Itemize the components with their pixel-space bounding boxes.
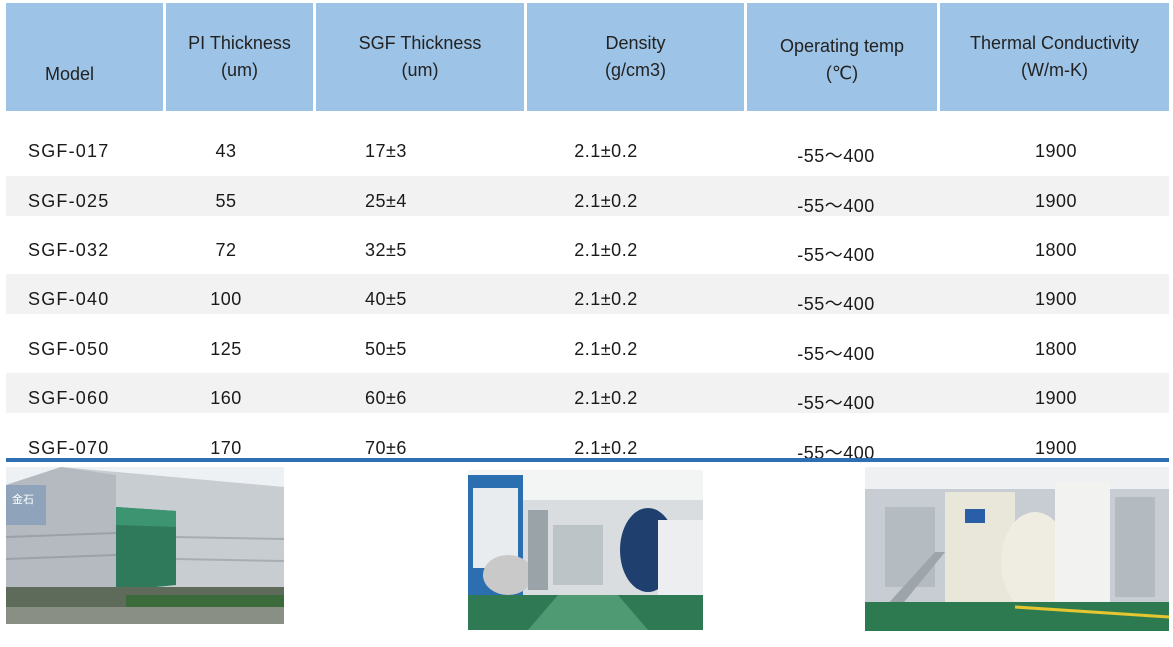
table-row: SGF-017 43 17±3 2.1±0.2 -55～400 1900 xyxy=(6,126,1169,166)
cell-sgf-thickness: 70±6 xyxy=(365,438,407,458)
cell-density: 2.1±0.2 xyxy=(574,388,638,408)
cell-pi-thickness: 170 xyxy=(210,438,242,458)
table-row: SGF-050 125 50±5 2.1±0.2 -55～400 1800 xyxy=(6,324,1169,364)
header-sgf-thickness: SGF Thickness (um) xyxy=(316,3,524,111)
factory-building-photo: 金石 xyxy=(6,467,284,624)
cell-pi-thickness: 125 xyxy=(210,339,242,359)
cell-model: SGF-040 xyxy=(28,289,110,309)
table-row: SGF-070 170 70±6 2.1±0.2 -55～400 1900 xyxy=(6,423,1169,463)
header-sgf-thickness-label: SGF Thickness xyxy=(358,33,482,53)
header-model-label: Model xyxy=(45,63,95,84)
cell-sgf-thickness: 17±3 xyxy=(365,141,407,161)
cell-thermal-conductivity: 1900 xyxy=(1034,388,1078,408)
cell-sgf-thickness: 32±5 xyxy=(365,240,407,260)
header-pi-thickness-unit: (um) xyxy=(221,60,258,80)
header-density: Density (g/cm3) xyxy=(527,3,744,111)
cell-thermal-conductivity: 1900 xyxy=(1034,289,1078,309)
cell-model: SGF-060 xyxy=(28,388,110,408)
cell-thermal-conductivity: 1900 xyxy=(1034,438,1078,458)
cell-pi-thickness: 160 xyxy=(210,388,242,408)
cell-model: SGF-017 xyxy=(28,141,110,161)
cell-operating-temp: -55～400 xyxy=(797,294,875,314)
cell-sgf-thickness: 40±5 xyxy=(365,289,407,309)
cell-operating-temp: -55～400 xyxy=(797,245,875,265)
workshop-interior-photo xyxy=(468,470,703,630)
cell-sgf-thickness: 60±6 xyxy=(365,388,407,408)
header-density-unit: (g/cm3) xyxy=(604,60,666,80)
cell-density: 2.1±0.2 xyxy=(574,438,638,458)
cell-density: 2.1±0.2 xyxy=(574,191,638,211)
header-pi-thickness-label: PI Thickness xyxy=(188,33,291,53)
table-row: SGF-040 100 40±5 2.1±0.2 -55～400 1900 xyxy=(6,274,1169,314)
cell-operating-temp: -55～400 xyxy=(797,196,875,216)
header-thermal-conductivity-unit: (W/m-K) xyxy=(1021,60,1088,80)
cell-operating-temp: -55～400 xyxy=(797,344,875,364)
furnace-room-photo xyxy=(865,467,1169,631)
cell-pi-thickness: 72 xyxy=(215,240,237,260)
header-operating-temp: Operating temp (℃) xyxy=(747,3,937,111)
cell-density: 2.1±0.2 xyxy=(574,141,638,161)
header-model: Model xyxy=(6,3,163,111)
header-thermal-conductivity-label: Thermal Conductivity xyxy=(969,33,1140,53)
header-density-label: Density xyxy=(605,33,666,53)
cell-density: 2.1±0.2 xyxy=(574,339,638,359)
cell-sgf-thickness: 50±5 xyxy=(365,339,407,359)
cell-pi-thickness: 43 xyxy=(215,141,237,161)
cell-thermal-conductivity: 1800 xyxy=(1034,240,1078,260)
cell-thermal-conductivity: 1900 xyxy=(1034,191,1078,211)
header-operating-temp-label: Operating temp xyxy=(779,36,905,56)
header-pi-thickness: PI Thickness (um) xyxy=(166,3,313,111)
header-thermal-conductivity: Thermal Conductivity (W/m-K) xyxy=(940,3,1169,111)
cell-model: SGF-032 xyxy=(28,240,110,260)
cell-operating-temp: -55～400 xyxy=(797,146,875,166)
cell-thermal-conductivity: 1900 xyxy=(1034,141,1078,161)
cell-pi-thickness: 100 xyxy=(210,289,242,309)
cell-thermal-conductivity: 1800 xyxy=(1034,339,1078,359)
table-row: SGF-060 160 60±6 2.1±0.2 -55～400 1900 xyxy=(6,373,1169,413)
table-row: SGF-032 72 32±5 2.1±0.2 -55～400 1800 xyxy=(6,225,1169,265)
cell-density: 2.1±0.2 xyxy=(574,289,638,309)
cell-pi-thickness: 55 xyxy=(215,191,237,211)
cell-density: 2.1±0.2 xyxy=(574,240,638,260)
section-divider xyxy=(6,458,1169,462)
cell-operating-temp: -55～400 xyxy=(797,393,875,413)
cell-model: SGF-025 xyxy=(28,191,110,211)
cell-sgf-thickness: 25±4 xyxy=(365,191,407,211)
building-sign-text: 金石 xyxy=(12,492,34,506)
cell-model: SGF-050 xyxy=(28,339,110,359)
table-row: SGF-025 55 25±4 2.1±0.2 -55～400 1900 xyxy=(6,176,1169,216)
header-sgf-thickness-unit: (um) xyxy=(401,60,439,80)
cell-model: SGF-070 xyxy=(28,438,110,458)
header-operating-temp-unit: (℃) xyxy=(825,63,859,83)
